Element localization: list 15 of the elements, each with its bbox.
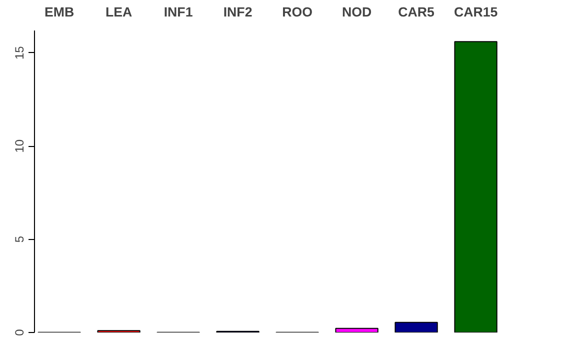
y-tick-label: 10	[12, 139, 26, 153]
x-tick-label: NOD	[342, 4, 372, 20]
x-tick-label: INF2	[223, 4, 252, 20]
x-tick-label: EMB	[44, 4, 74, 20]
x-tick-label: CAR5	[398, 4, 436, 20]
x-tick-label: LEA	[105, 4, 132, 20]
y-tick-label: 0	[12, 328, 26, 336]
x-tick-label: CAR15	[454, 4, 498, 20]
x-tick-label: ROO	[282, 4, 312, 20]
bar	[454, 41, 498, 332]
bar	[394, 322, 438, 332]
x-tick-label: INF1	[164, 4, 194, 20]
y-tick-label: 5	[12, 236, 26, 243]
y-tick-label: 15	[12, 46, 26, 60]
bar	[335, 328, 378, 332]
